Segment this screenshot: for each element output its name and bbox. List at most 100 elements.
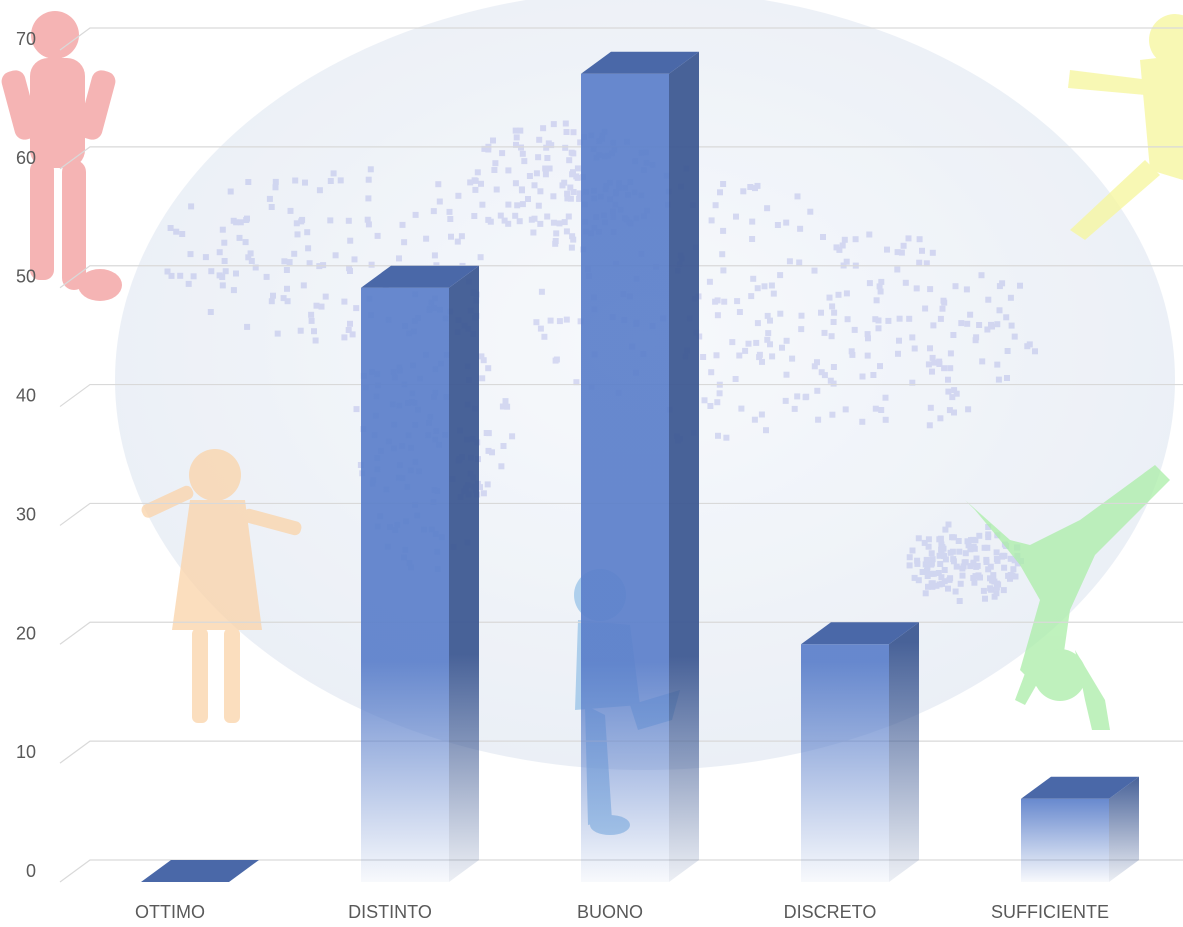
bar-side: [1109, 776, 1139, 882]
map-dot: [700, 354, 707, 360]
map-dot: [967, 563, 974, 570]
map-dot: [894, 266, 901, 273]
map-dot: [280, 295, 287, 302]
map-dot: [777, 310, 784, 317]
map-dot: [733, 213, 739, 220]
map-dot: [768, 282, 775, 289]
map-dot: [878, 278, 885, 285]
map-dot: [720, 181, 727, 187]
map-dot: [993, 590, 1000, 597]
map-dot: [852, 236, 859, 243]
map-dot: [563, 316, 570, 323]
map-dot: [567, 184, 574, 191]
map-dot: [942, 556, 949, 563]
map-dot: [537, 325, 544, 332]
map-dot: [230, 217, 237, 224]
map-dot: [345, 217, 352, 224]
map-dot: [877, 288, 884, 295]
map-dot: [906, 554, 913, 561]
map-dot: [977, 574, 983, 581]
map-dot: [929, 368, 935, 375]
map-dot: [248, 258, 255, 264]
map-dot: [939, 544, 946, 551]
map-dot: [270, 292, 276, 299]
map-dot: [553, 356, 560, 363]
map-dot: [864, 331, 871, 338]
map-dot: [764, 336, 771, 343]
map-dot: [448, 233, 454, 240]
bar-top: [581, 51, 699, 74]
map-dot: [504, 403, 511, 410]
gridline: [59, 265, 1183, 289]
map-dot: [959, 572, 966, 579]
map-dot: [187, 251, 194, 258]
map-dot: [764, 312, 771, 319]
map-dot: [723, 434, 730, 441]
map-dot: [577, 318, 584, 325]
map-dot: [937, 315, 944, 322]
map-dot: [576, 195, 583, 202]
map-dot: [713, 352, 720, 359]
map-dot: [927, 561, 934, 568]
map-dot: [976, 532, 983, 539]
map-dot: [327, 217, 334, 224]
map-dot: [900, 242, 907, 249]
map-dot: [951, 409, 957, 416]
map-dot: [547, 317, 554, 324]
map-dot: [947, 350, 954, 357]
map-dot: [570, 236, 577, 243]
map-dot: [767, 317, 773, 324]
map-dot: [973, 334, 980, 341]
map-dot: [987, 575, 993, 582]
map-dot: [562, 120, 569, 127]
map-dot: [783, 371, 790, 378]
map-dot: [719, 251, 726, 258]
map-dot: [502, 398, 509, 405]
map-dot: [347, 237, 354, 244]
map-dot: [533, 319, 540, 326]
y-tick-label: 30: [16, 504, 36, 524]
map-dot: [499, 403, 506, 410]
gridline: [59, 27, 1183, 51]
map-dot: [936, 552, 943, 559]
map-dot: [956, 598, 963, 604]
map-dot: [951, 387, 958, 394]
map-dot: [829, 303, 836, 310]
map-dot: [820, 234, 826, 240]
map-dot: [916, 259, 923, 266]
map-dot: [826, 294, 833, 301]
map-dot: [921, 539, 928, 546]
map-dot: [738, 405, 745, 412]
map-dot: [512, 212, 519, 219]
map-dot: [550, 193, 557, 200]
map-dot: [906, 562, 913, 569]
map-dot: [913, 285, 920, 292]
map-dot: [911, 345, 918, 352]
map-dot: [989, 577, 995, 584]
map-dot: [478, 353, 485, 360]
map-dot: [976, 322, 983, 328]
map-dot: [472, 186, 479, 193]
map-dot: [712, 202, 719, 209]
map-dot: [843, 290, 850, 297]
map-dot: [247, 250, 254, 257]
map-dot: [447, 216, 454, 222]
map-dot: [266, 195, 273, 202]
map-dot: [975, 573, 981, 580]
map-dot: [574, 174, 581, 181]
map-dot: [720, 227, 727, 234]
map-dot: [552, 357, 559, 364]
map-dot: [885, 317, 892, 324]
map-dot: [272, 184, 279, 191]
bar-side: [669, 51, 699, 883]
map-dot: [872, 316, 879, 323]
map-dot: [268, 298, 275, 305]
map-dot: [530, 229, 537, 236]
map-dot: [1009, 572, 1016, 579]
map-dot: [454, 238, 461, 245]
map-dot: [347, 268, 353, 274]
map-dot: [1005, 572, 1012, 579]
map-dot: [563, 228, 570, 235]
map-dot: [481, 145, 488, 152]
